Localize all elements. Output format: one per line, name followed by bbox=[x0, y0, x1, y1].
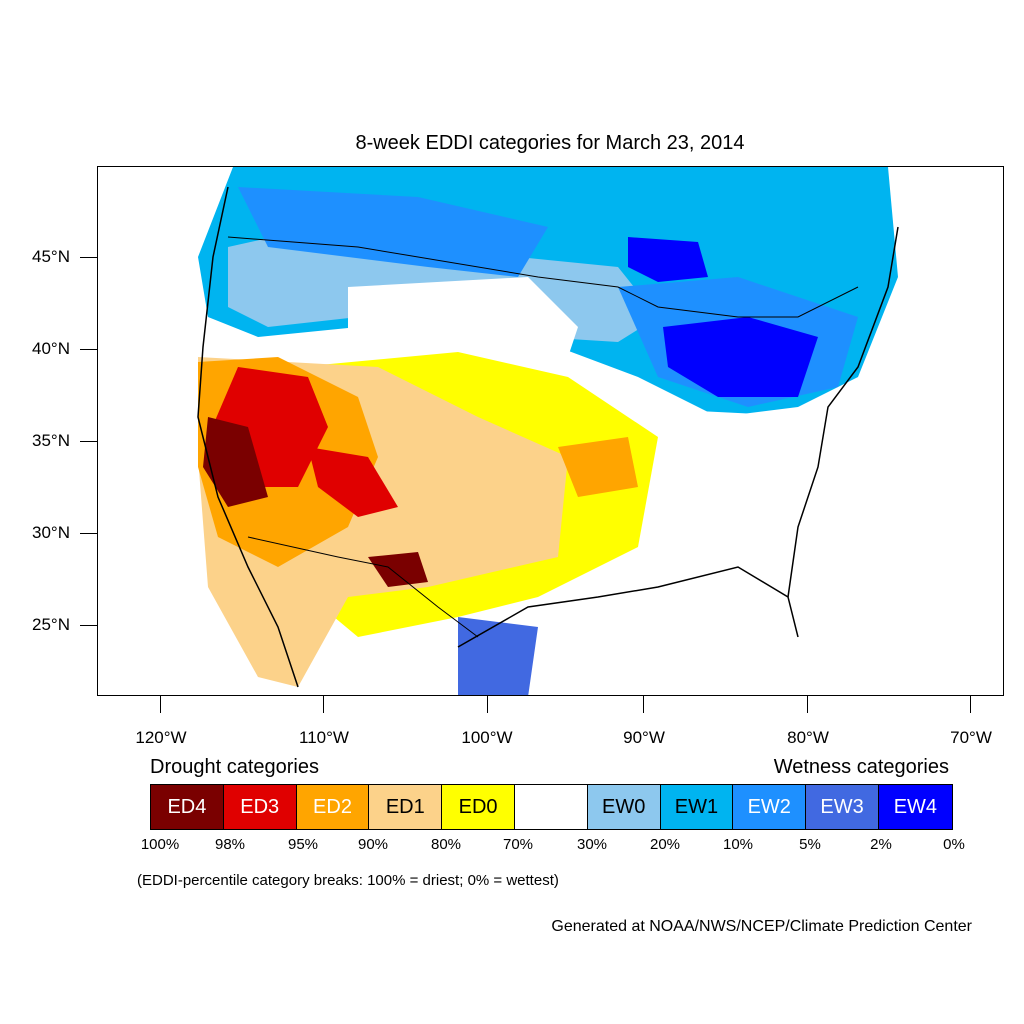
region-ed2-central bbox=[558, 437, 638, 497]
lon-tick bbox=[970, 696, 971, 713]
legend-cat-label: EW3 bbox=[820, 795, 864, 818]
credit-line: Generated at NOAA/NWS/NCEP/Climate Predi… bbox=[551, 918, 972, 935]
legend-cat: EW0 bbox=[587, 785, 661, 829]
region-ew2-north bbox=[238, 187, 548, 277]
lon-label-90: 90°W bbox=[623, 728, 665, 747]
legend-cat-label: EW4 bbox=[893, 795, 938, 818]
region-ew-gulf bbox=[458, 617, 538, 695]
legend-cat-label: ED4 bbox=[167, 795, 207, 818]
legend-break: 90% bbox=[357, 836, 389, 853]
lon-label-80: 80°W bbox=[787, 728, 829, 747]
legend-break: 5% bbox=[799, 836, 821, 853]
lon-tick bbox=[643, 696, 644, 713]
lat-tick bbox=[80, 625, 97, 626]
legend-break: 30% bbox=[576, 836, 608, 853]
lon-label-110: 110°W bbox=[299, 728, 349, 747]
legend-cat: ED3 bbox=[223, 785, 297, 829]
legend-cat-label: ED0 bbox=[458, 795, 498, 818]
lon-label-100: 100°W bbox=[461, 728, 513, 747]
legend-break: 20% bbox=[649, 836, 681, 853]
legend-colorbar: ED4 ED3 ED2 ED1 ED0 EW0 EW1 EW2 EW3 EW4 bbox=[150, 784, 953, 830]
region-white-southeast bbox=[618, 407, 818, 577]
region-white-plains bbox=[348, 277, 578, 362]
legend-cat bbox=[514, 785, 588, 829]
border-mexico bbox=[247, 536, 479, 638]
border-canada bbox=[227, 236, 859, 318]
lon-tick bbox=[807, 696, 808, 713]
lat-tick bbox=[80, 441, 97, 442]
lat-label-45: 45°N bbox=[32, 247, 70, 266]
lat-label-25: 25°N bbox=[32, 615, 70, 634]
legend-cat-label: EW1 bbox=[674, 795, 719, 818]
legend-break: 10% bbox=[722, 836, 754, 853]
lat-label-35: 35°N bbox=[32, 431, 70, 450]
wetness-heading: Wetness categories bbox=[773, 756, 949, 778]
legend-cat-label: ED2 bbox=[313, 795, 352, 818]
legend-cat: ED2 bbox=[296, 785, 370, 829]
chart-title: 8-week EDDI categories for March 23, 201… bbox=[355, 132, 745, 154]
legend-break: 0% bbox=[943, 836, 965, 853]
region-ew4-greatlakes bbox=[663, 317, 818, 397]
region-ew4-north bbox=[628, 237, 708, 282]
legend-break: 95% bbox=[287, 836, 319, 853]
coastline-west bbox=[197, 186, 299, 688]
eddi-map bbox=[97, 166, 1004, 696]
region-ed4-tx bbox=[368, 552, 428, 587]
lat-tick bbox=[80, 349, 97, 350]
drought-heading: Drought categories bbox=[150, 756, 319, 778]
map-canvas bbox=[197, 167, 899, 695]
legend-break: 80% bbox=[430, 836, 462, 853]
legend-note: (EDDI-percentile category breaks: 100% =… bbox=[137, 872, 559, 889]
region-ed3-central bbox=[308, 447, 398, 517]
lon-tick bbox=[487, 696, 488, 713]
legend-cat: EW4 bbox=[878, 785, 952, 829]
lat-tick bbox=[80, 257, 97, 258]
lon-tick bbox=[160, 696, 161, 713]
lat-tick bbox=[80, 533, 97, 534]
legend-cat: EW2 bbox=[733, 785, 807, 829]
legend-break: 98% bbox=[214, 836, 246, 853]
legend-cat: ED1 bbox=[369, 785, 443, 829]
legend-cat: ED4 bbox=[151, 785, 224, 829]
legend-cat: ED0 bbox=[442, 785, 515, 829]
coastline-east bbox=[787, 226, 899, 598]
legend-cat-label: EW2 bbox=[747, 795, 791, 818]
region-ed4-ca bbox=[203, 417, 268, 507]
legend-cat-label: ED1 bbox=[385, 795, 425, 818]
lon-label-120: 120°W bbox=[135, 728, 187, 747]
legend-cat: EW1 bbox=[660, 785, 734, 829]
legend-cat-label: EW0 bbox=[602, 795, 646, 818]
lon-tick bbox=[323, 696, 324, 713]
lon-label-70: 70°W bbox=[950, 728, 992, 747]
legend-cat: EW3 bbox=[806, 785, 879, 829]
lat-label-30: 30°N bbox=[32, 523, 70, 542]
legend-break: 100% bbox=[140, 836, 180, 853]
legend-break: 2% bbox=[870, 836, 892, 853]
legend-cat-label: ED3 bbox=[240, 795, 280, 818]
lat-label-40: 40°N bbox=[32, 339, 70, 358]
legend-break: 70% bbox=[502, 836, 534, 853]
